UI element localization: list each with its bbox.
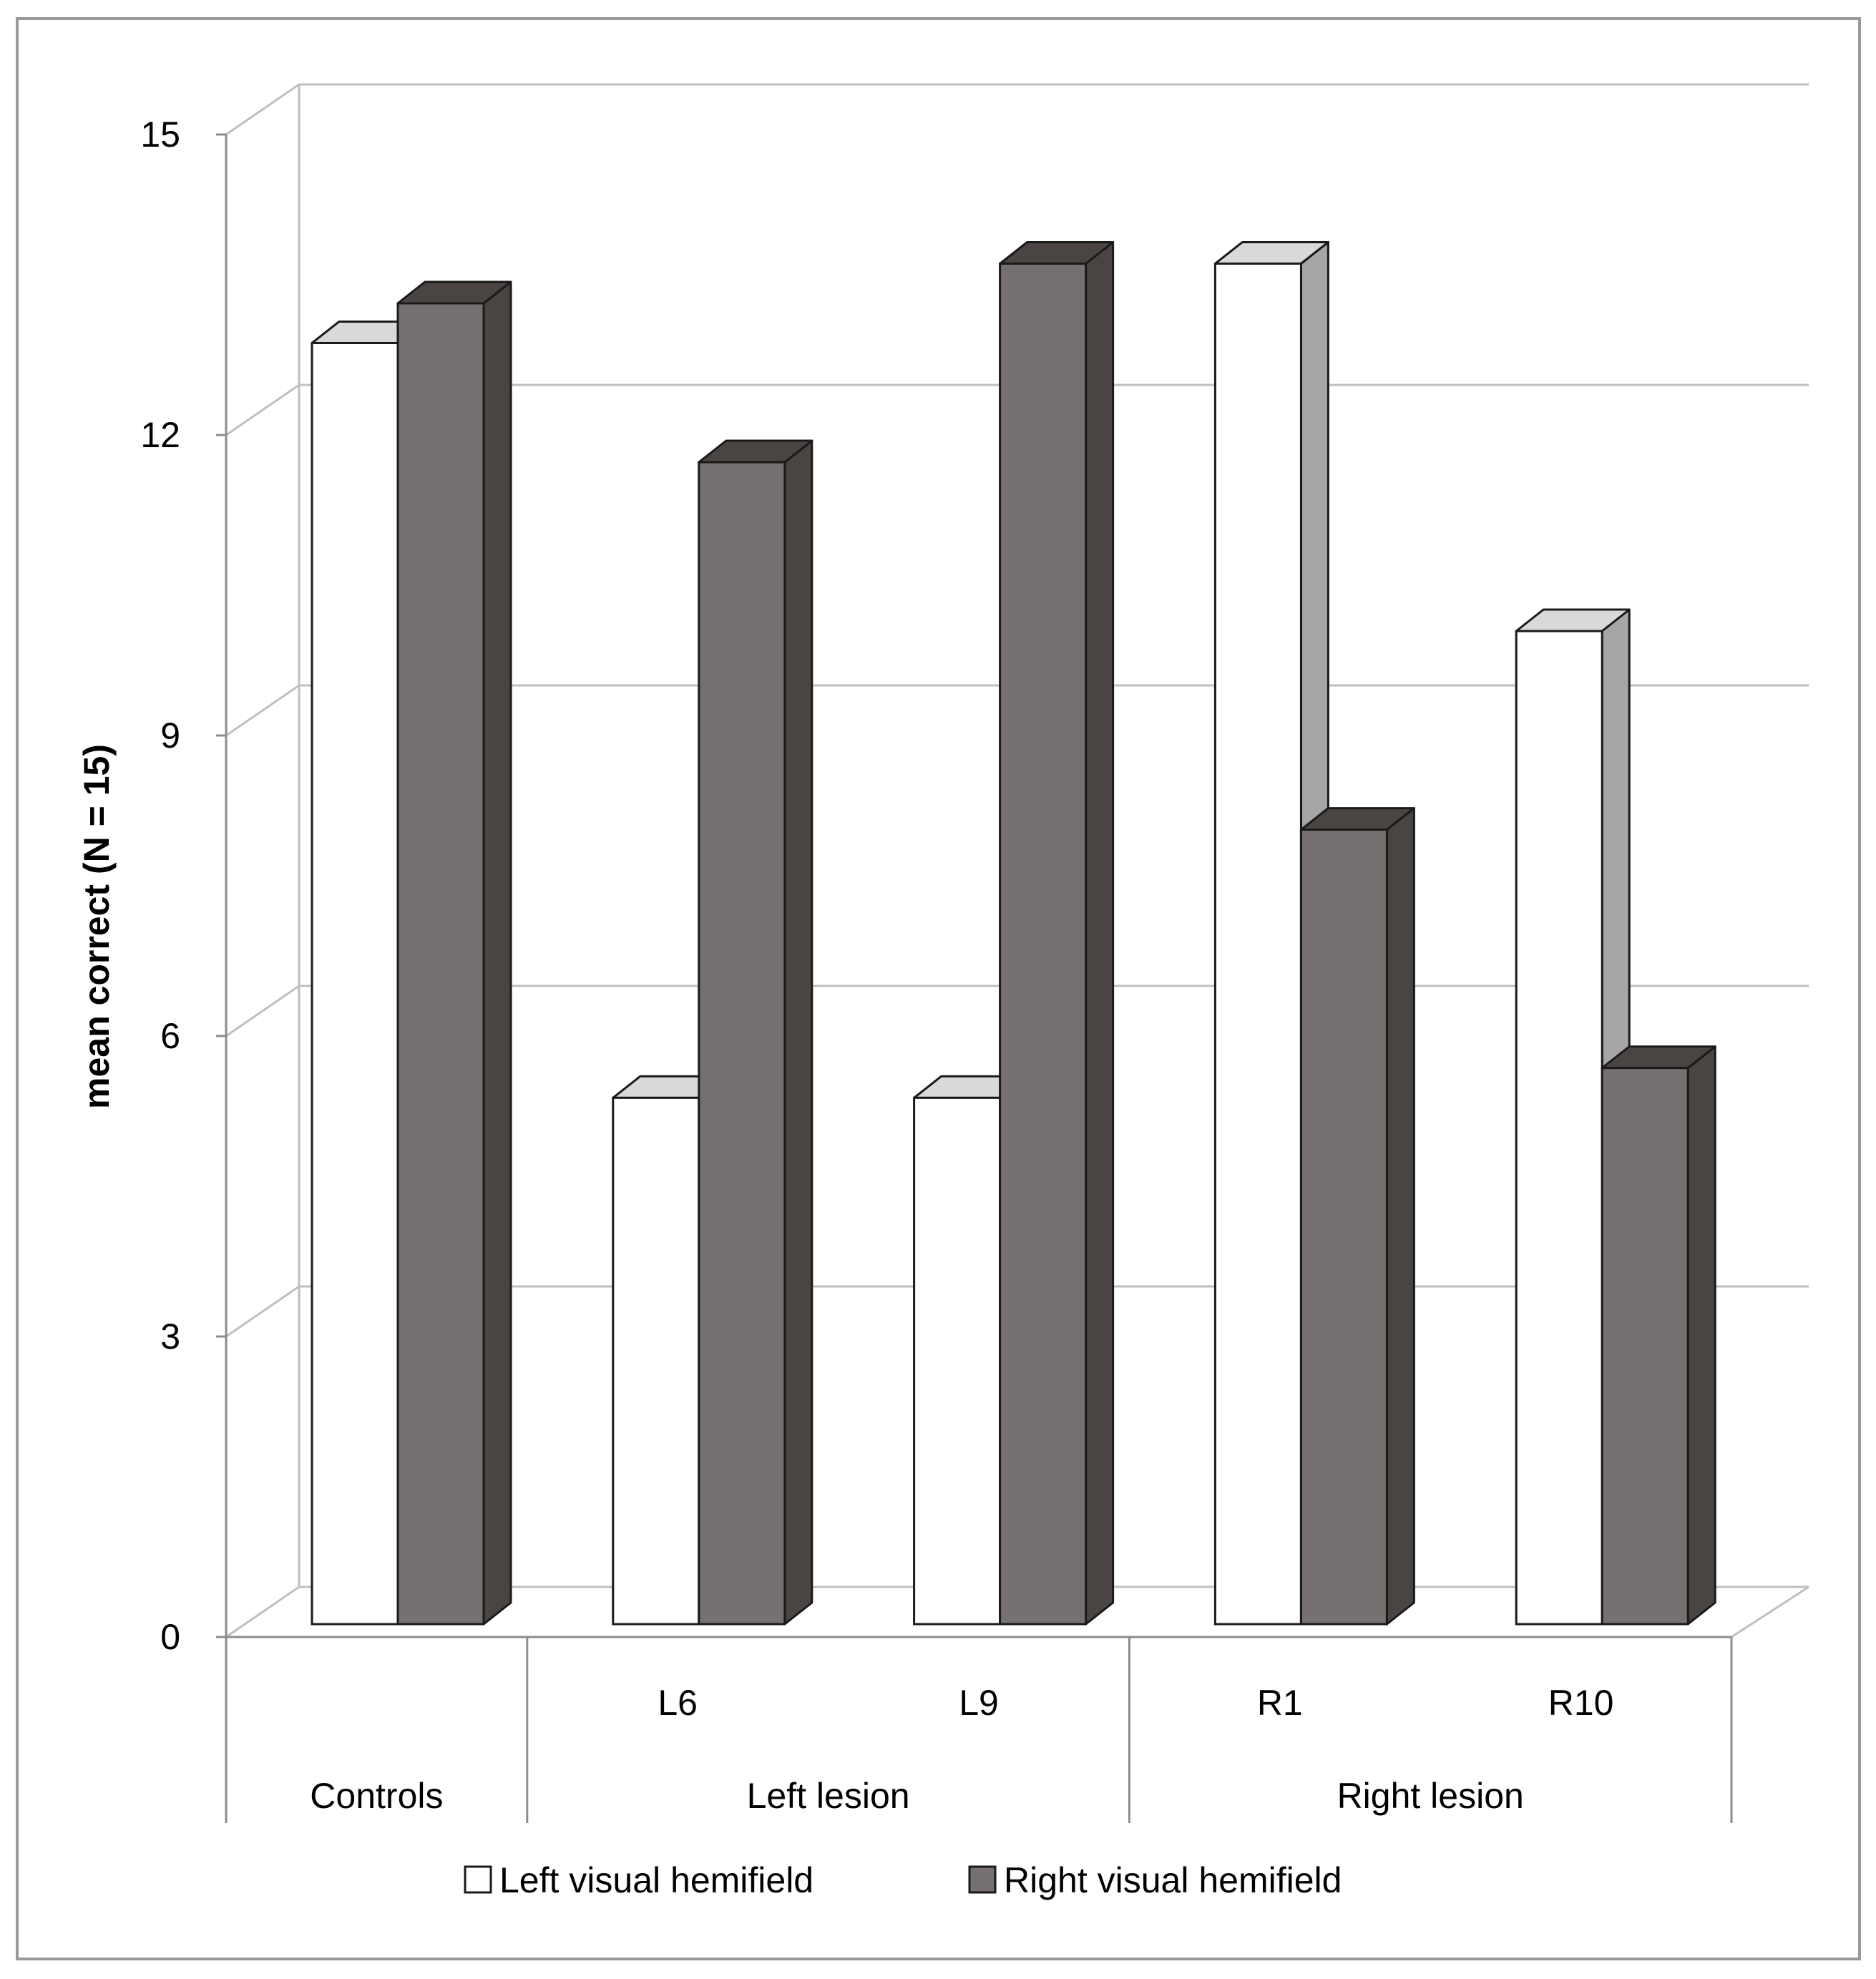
y-tick-label: 9 [160,715,180,756]
bar [396,302,485,1626]
group-label: Left lesion [747,1776,910,1816]
y-tick-labels: 0 3 6 9 12 15 [140,114,180,1657]
gridline-diagonal [225,684,300,737]
legend-swatch-left [464,1865,492,1894]
y-tick-label: 12 [140,415,180,455]
legend-label-right: Right visual hemifield [1004,1860,1342,1900]
axes [216,84,1809,1638]
y-axis-label: mean correct (N = 15) [77,744,117,1109]
x-tick-label: L9 [959,1683,999,1723]
bar-right-side [1085,240,1115,1626]
bar-right-side [1385,807,1415,1626]
x-tick-label: R10 [1548,1683,1614,1723]
gridline-diagonal [225,984,300,1037]
gridline-diagonal [225,1585,300,1638]
bars [311,240,1716,1626]
bar-right-side [482,280,512,1626]
group-label: Controls [310,1776,443,1816]
y-tick-label: 6 [160,1016,180,1056]
bar [1515,630,1603,1626]
legend: Left visual hemifield Right visual hemifi… [464,1860,1342,1900]
group-label: Right lesion [1337,1776,1524,1816]
bar [913,1096,1002,1626]
gridline-diagonal [225,383,300,436]
bar-right-side [783,439,814,1626]
bar [612,1096,700,1626]
x-tick-label: R1 [1257,1683,1303,1723]
bar [999,262,1088,1626]
bar [1213,262,1302,1626]
bar [1601,1067,1689,1626]
y-tick-label: 0 [160,1617,180,1657]
gridline-diagonal [225,83,300,136]
y-tick-label: 15 [140,114,180,155]
x-labels: L6 L9 R1 R10 Controls Left lesion Right lesion [225,1637,1733,1823]
x-tick-label: L6 [658,1683,698,1723]
bar [698,461,786,1626]
legend-label-left: Left visual hemifield [499,1860,814,1900]
gridline-diagonal [225,1285,300,1338]
legend-swatch-right [968,1865,997,1894]
bar [311,341,399,1626]
y-tick-label: 3 [160,1316,180,1357]
floor-right-edge [1731,1585,1809,1638]
bar-right-side [1686,1045,1716,1626]
bar [1299,829,1388,1626]
